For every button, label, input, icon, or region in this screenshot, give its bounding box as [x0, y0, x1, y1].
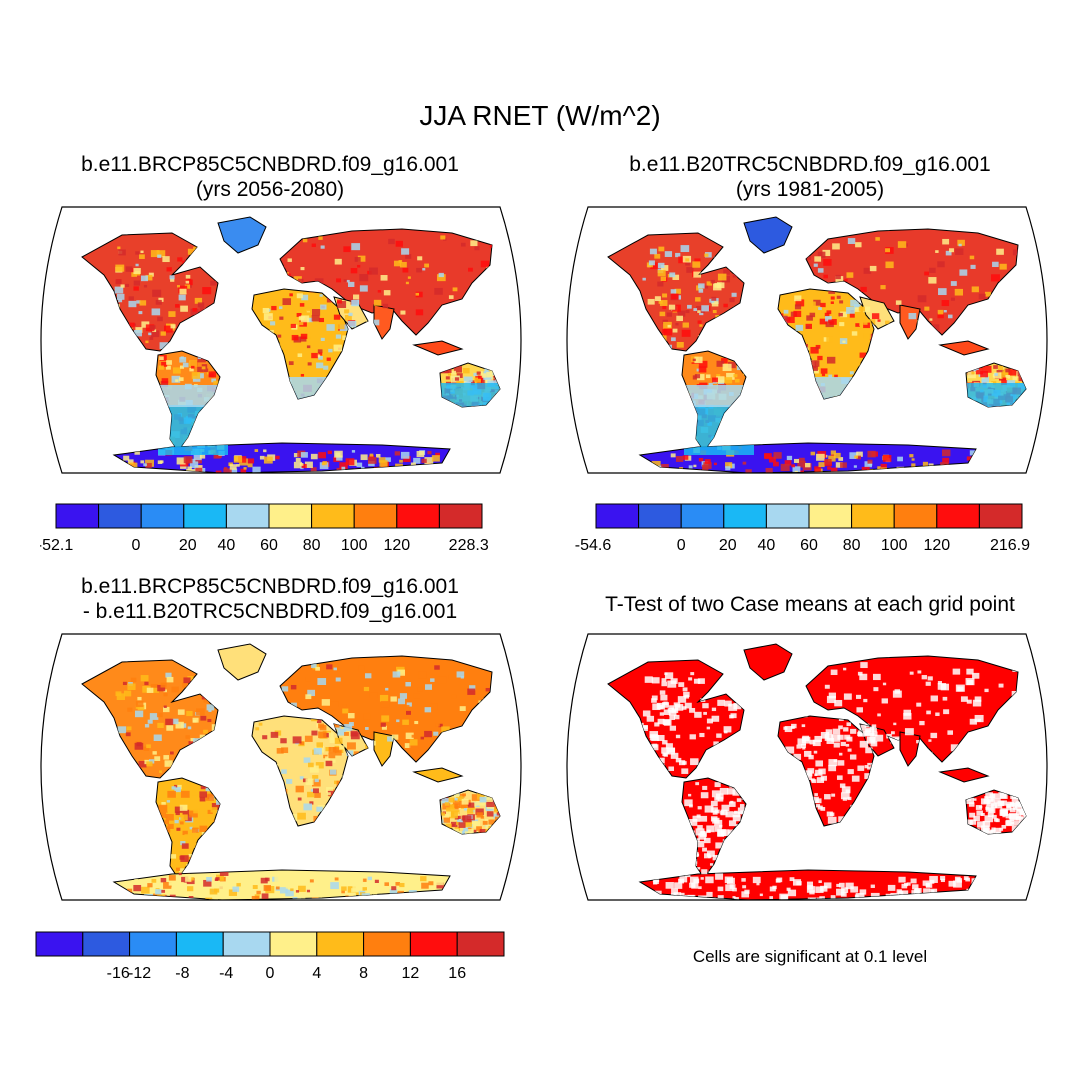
landmass-indonesia [938, 767, 990, 783]
colorbar-swatch [175, 931, 224, 957]
colorbar-swatch [269, 931, 318, 957]
map-difference [40, 633, 522, 901]
panel-title-line2: (yrs 1981-2005) [735, 178, 885, 201]
colorbar-swatch [129, 931, 177, 957]
colorbar-swatch [353, 503, 398, 529]
landmass-indonesia [412, 340, 464, 356]
colorbar-label: 8 [359, 965, 368, 982]
colorbar-label: 16 [448, 965, 466, 982]
colorbar-label: 20 [179, 537, 197, 554]
colorbar-label: 12 [402, 965, 420, 982]
colorbar-swatch [363, 931, 411, 957]
colorbar-label: 120 [923, 537, 950, 554]
colorbar-swatch [409, 931, 458, 957]
map-ttest [566, 633, 1048, 901]
significance-note: Cells are significant at 0.1 level [692, 947, 928, 966]
map-frame [40, 633, 522, 901]
colorbar-swatch [723, 503, 767, 529]
colorbar-swatch [98, 503, 142, 529]
colorbar-swatch [638, 503, 682, 529]
colorbar-label: 20 [719, 537, 737, 554]
colorbar-historical: -54.6 0 20 40 60 80 100 120 216.9 [575, 503, 1030, 554]
colorbar-swatch [978, 503, 1023, 529]
colorbar-label: 4 [312, 965, 321, 982]
colorbar-swatch [595, 503, 640, 529]
landmass-greenland [743, 643, 793, 681]
panel-title-line1: T-Test of two Case means at each grid po… [605, 593, 1015, 616]
landmass-indonesia [938, 340, 990, 356]
colorbar-label: -4 [219, 965, 233, 982]
colorbar-label: 0 [677, 537, 686, 554]
colorbar-label: -12 [128, 965, 151, 982]
map-future [40, 206, 522, 474]
colorbar-label: 80 [303, 537, 321, 554]
colorbar-swatch [311, 503, 355, 529]
landmass-india [899, 304, 921, 340]
colorbar-swatch [35, 931, 84, 957]
colorbar-label: -54.6 [575, 537, 612, 554]
panel-title-line2: - b.e11.B20TRC5CNBDRD.f09_g16.001 [82, 600, 458, 623]
colorbar-swatch [140, 503, 185, 529]
landmass-greenland [217, 643, 267, 681]
colorbar-label: 0 [131, 537, 140, 554]
colorbar-label: -52.1 [40, 537, 73, 554]
colorbar-swatch [183, 503, 227, 529]
colorbar-swatch [268, 503, 313, 529]
colorbar-swatch [225, 503, 270, 529]
colorbar-label: 120 [383, 537, 410, 554]
page-title: JJA RNET (W/m^2) [419, 100, 661, 131]
landmass-antarctica [112, 442, 451, 473]
panel-title-bottom-right: T-Test of two Case means at each grid po… [540, 592, 1080, 617]
colorbar-swatch [893, 503, 938, 529]
colorbar-label: 60 [260, 537, 278, 554]
colorbar-label: 80 [843, 537, 861, 554]
colorbar-future: -52.1 0 20 40 60 80 100 120 228.3 [40, 503, 489, 554]
colorbar-swatch [316, 931, 365, 957]
landmass-greenland [743, 216, 793, 254]
map-frame [566, 206, 1048, 474]
map-historical [566, 206, 1048, 474]
map-frame [566, 633, 1048, 901]
colorbar-swatch [55, 503, 100, 529]
colorbar-swatch [222, 931, 271, 957]
landmass-india [899, 731, 921, 767]
colorbar-label: -8 [175, 965, 189, 982]
colorbar-label: -16 [107, 965, 130, 982]
panel-title-line2: (yrs 2056-2080) [195, 178, 345, 201]
panel-title-line1: b.e11.BRCP85C5CNBDRD.f09_g16.001 [81, 153, 459, 176]
landmass-greenland [217, 216, 267, 254]
landmass-indonesia [412, 767, 464, 783]
colorbar-swatch [936, 503, 980, 529]
colorbar-label: 100 [341, 537, 368, 554]
panel-title-line1: b.e11.BRCP85C5CNBDRD.f09_g16.001 [81, 575, 459, 598]
colorbar-swatch [765, 503, 810, 529]
panel-title-bottom-left: b.e11.BRCP85C5CNBDRD.f09_g16.001 - b.e11… [0, 574, 540, 624]
panel-title-top-right: b.e11.B20TRC5CNBDRD.f09_g16.001 (yrs 198… [540, 152, 1080, 202]
colorbar-swatch [396, 503, 440, 529]
map-frame [40, 206, 522, 474]
colorbar-label: 0 [266, 965, 275, 982]
colorbar-label: 228.3 [449, 537, 489, 554]
colorbar-label: 40 [758, 537, 776, 554]
colorbar-swatch [82, 931, 131, 957]
panel-title-line1: b.e11.B20TRC5CNBDRD.f09_g16.001 [629, 153, 991, 176]
colorbar-label: 216.9 [990, 537, 1030, 554]
colorbar-swatch [851, 503, 895, 529]
colorbar-label: 100 [881, 537, 908, 554]
colorbar-difference: -16-12 -8 -4 0 4 8 12 16 [35, 931, 505, 982]
colorbar-label: 40 [218, 537, 236, 554]
colorbar-label: 60 [800, 537, 818, 554]
colorbar-swatch [456, 931, 505, 957]
colorbar-swatch [438, 503, 483, 529]
colorbar-swatch [808, 503, 853, 529]
landmass-europeAsia [805, 228, 1019, 336]
panel-title-top-left: b.e11.BRCP85C5CNBDRD.f09_g16.001 (yrs 20… [0, 152, 540, 202]
colorbar-swatch [680, 503, 725, 529]
